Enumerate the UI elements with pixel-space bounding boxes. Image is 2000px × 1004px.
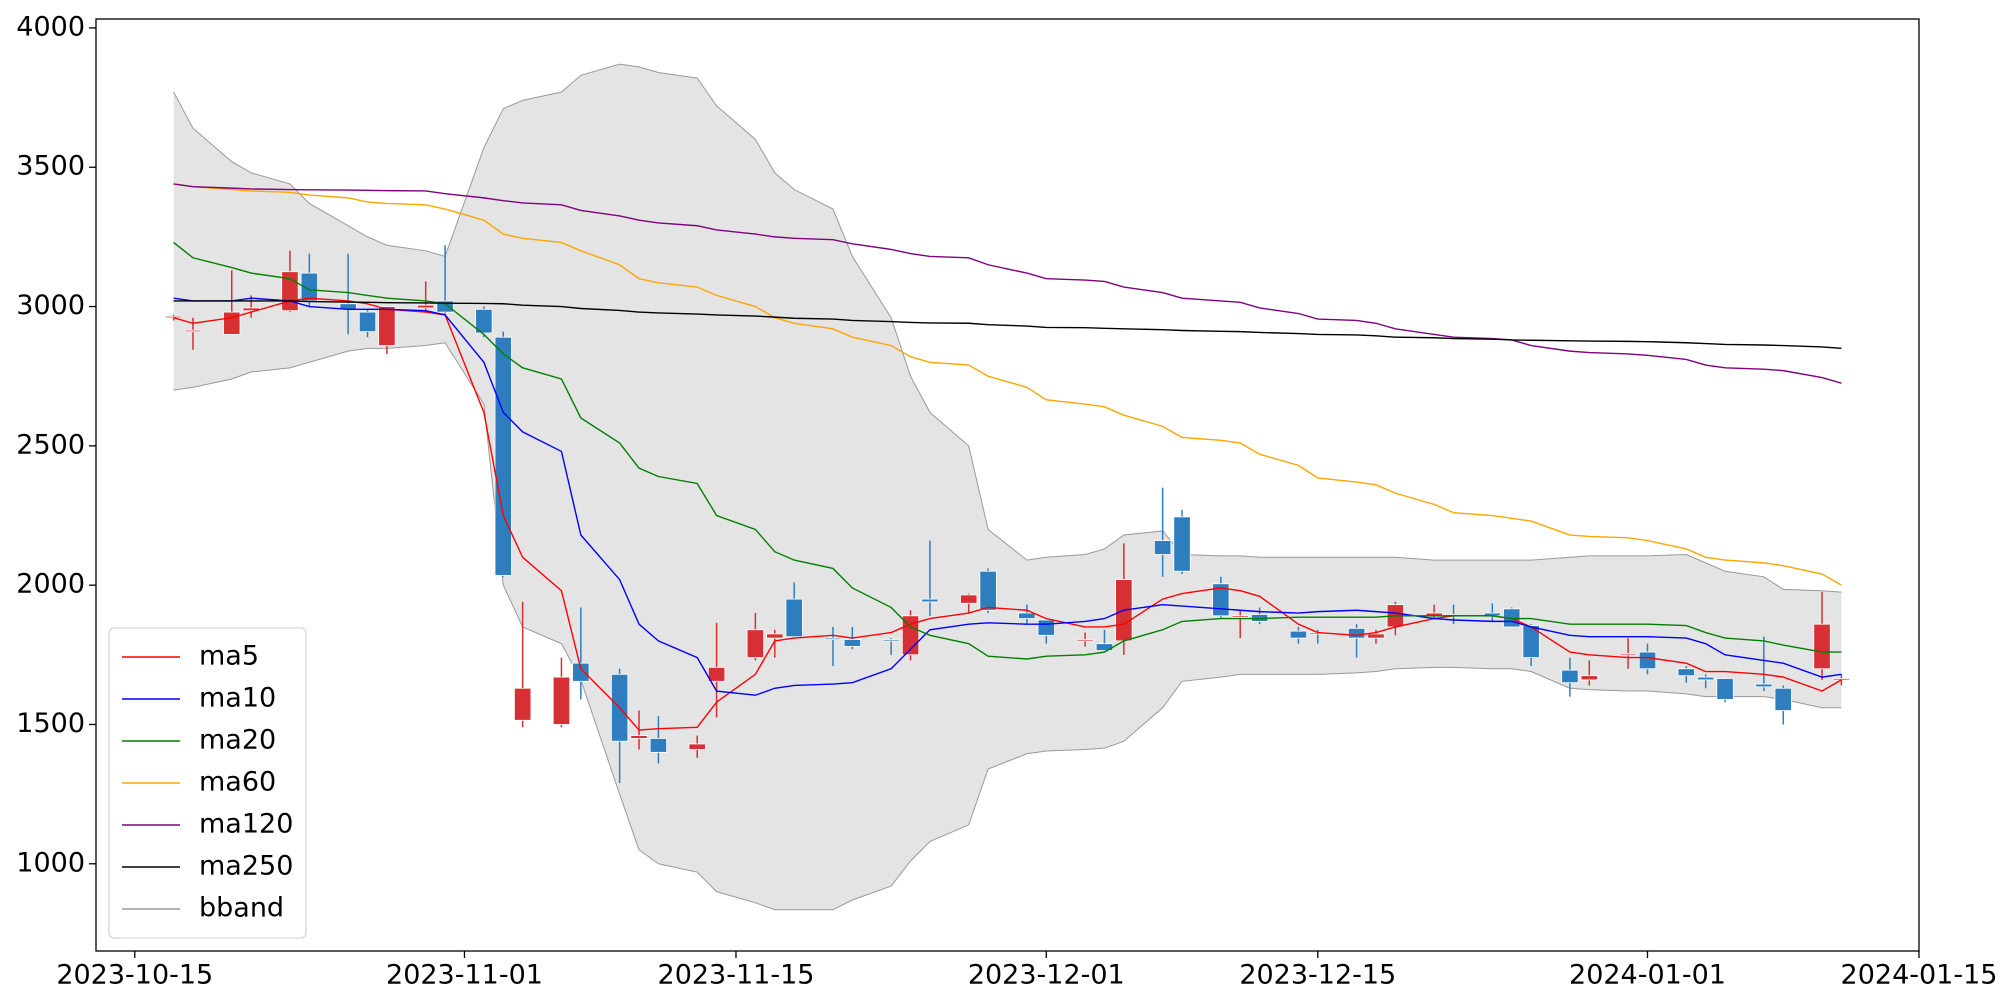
candle-body bbox=[746, 629, 765, 659]
candle-body bbox=[824, 637, 842, 641]
legend-label: ma5 bbox=[199, 641, 259, 672]
candle-body bbox=[1813, 623, 1831, 670]
ma-line bbox=[173, 241, 1842, 660]
candle-body bbox=[552, 676, 571, 725]
candle-body bbox=[475, 308, 493, 334]
candle-body bbox=[707, 666, 726, 682]
candle-body bbox=[358, 311, 377, 333]
candle-body bbox=[688, 743, 706, 750]
candle-body bbox=[1522, 625, 1540, 659]
candle-body bbox=[1561, 669, 1579, 684]
legend-box bbox=[108, 627, 307, 939]
candle-body bbox=[184, 329, 202, 333]
candle-body bbox=[436, 300, 454, 313]
candle-body bbox=[843, 639, 861, 647]
y-tick-label: 1500 bbox=[16, 708, 85, 739]
legend-label: ma20 bbox=[199, 725, 276, 756]
candle-body bbox=[1173, 516, 1191, 572]
candle-body bbox=[1154, 540, 1172, 555]
candle-body bbox=[882, 639, 900, 642]
legend-label: ma250 bbox=[199, 851, 293, 882]
y-tick-label: 2000 bbox=[16, 569, 85, 600]
candle-body bbox=[649, 738, 668, 753]
candle-body bbox=[1619, 653, 1637, 656]
x-tick-label: 2023-12-01 bbox=[968, 960, 1125, 991]
x-tick-label: 2024-01-15 bbox=[1841, 960, 1998, 991]
candle-body bbox=[1212, 583, 1230, 617]
candle-body bbox=[1095, 643, 1114, 652]
candle-body bbox=[1231, 615, 1249, 618]
candle-body bbox=[417, 304, 435, 309]
candle-body bbox=[1755, 683, 1773, 688]
ma-line bbox=[173, 183, 1842, 586]
candle-body bbox=[514, 687, 532, 721]
legend-label: ma10 bbox=[199, 683, 276, 714]
x-tick-label: 2023-12-15 bbox=[1239, 960, 1396, 991]
candle-body bbox=[1076, 639, 1094, 642]
legend-label: bband bbox=[199, 893, 284, 924]
candle-body bbox=[1774, 687, 1792, 711]
legend-label: ma120 bbox=[199, 809, 293, 840]
candle-body bbox=[979, 570, 997, 611]
candle-body bbox=[1697, 676, 1715, 681]
legend-label: ma60 bbox=[199, 767, 276, 798]
ma-line bbox=[173, 297, 1842, 731]
candle-body bbox=[1347, 627, 1366, 639]
y-tick-label: 2500 bbox=[16, 429, 85, 460]
candle-body bbox=[1367, 633, 1385, 639]
ma-line bbox=[173, 183, 1842, 384]
band-upper bbox=[173, 63, 1842, 593]
y-tick-label: 1000 bbox=[16, 847, 85, 878]
x-tick-label: 2024-01-01 bbox=[1569, 960, 1726, 991]
candle-body bbox=[572, 662, 590, 682]
candle-body bbox=[164, 315, 183, 319]
band-lower bbox=[173, 342, 1842, 911]
candle-body bbox=[494, 336, 512, 576]
candle-body bbox=[1289, 630, 1308, 639]
candle-body bbox=[766, 633, 784, 639]
ma-line bbox=[173, 297, 1842, 696]
ma-line bbox=[173, 300, 1842, 350]
x-tick-label: 2023-11-15 bbox=[658, 960, 815, 991]
candle-body bbox=[630, 735, 648, 739]
band-area bbox=[173, 64, 1842, 910]
x-tick-label: 2023-11-01 bbox=[386, 960, 543, 991]
candle-body bbox=[1037, 619, 1055, 636]
candle-body bbox=[1832, 678, 1851, 681]
candle-body bbox=[1677, 668, 1695, 677]
candle-body bbox=[960, 594, 978, 604]
y-tick-label: 3500 bbox=[16, 151, 85, 182]
candle-body bbox=[378, 306, 396, 346]
candle-body bbox=[785, 598, 803, 638]
y-tick-label: 4000 bbox=[16, 11, 85, 42]
candle-body bbox=[1018, 612, 1036, 620]
plot-frame bbox=[95, 18, 1920, 952]
candle-body bbox=[1580, 675, 1598, 681]
x-tick-label: 2023-10-15 bbox=[56, 960, 213, 991]
candle-body bbox=[1638, 651, 1657, 670]
y-tick-label: 3000 bbox=[16, 290, 85, 321]
legend: ma5 ma10 ma20 ma60 ma120 ma250 bband bbox=[108, 627, 307, 939]
candle-body bbox=[921, 598, 939, 603]
candle-body bbox=[1716, 678, 1734, 700]
